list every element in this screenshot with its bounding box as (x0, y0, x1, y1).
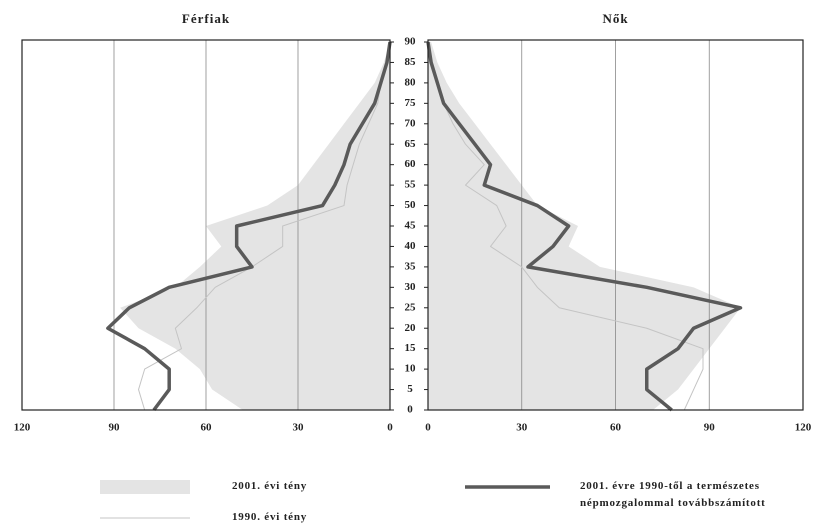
plot-frame (427, 39, 804, 411)
chart-title: Nők (602, 11, 628, 26)
line (426, 41, 743, 412)
x-tick-label: 0 (425, 422, 431, 434)
legend-swatch (100, 480, 190, 494)
x-tick-label: 90 (109, 422, 121, 434)
area (120, 42, 390, 410)
x-tick-label: 30 (293, 422, 305, 434)
x-tick-label: 120 (14, 422, 31, 434)
y-tick-label: 35 (405, 260, 417, 272)
y-tick-label: 15 (405, 342, 417, 354)
line (138, 41, 391, 411)
x-tick-label: 60 (201, 422, 213, 434)
y-tick-label: 0 (407, 404, 413, 416)
x-tick-label: 60 (610, 422, 622, 434)
legend-label: 2001. évre 1990-től a természetes népmoz… (580, 480, 766, 509)
x-tick-label: 90 (704, 422, 716, 434)
y-tick-label: 70 (405, 117, 417, 129)
y-tick-label: 55 (405, 179, 417, 191)
plot-frame (21, 39, 391, 411)
y-tick-label: 75 (405, 97, 417, 109)
chart-title: Férfiak (182, 11, 230, 26)
y-tick-label: 65 (405, 138, 417, 150)
y-tick-label: 25 (405, 301, 417, 313)
area (428, 42, 741, 410)
y-tick-label: 90 (405, 36, 417, 48)
x-tick-label: 30 (516, 422, 528, 434)
y-tick-label: 60 (405, 158, 417, 170)
y-tick-label: 85 (405, 56, 417, 68)
legend-label: 2001. évi tény (232, 480, 308, 492)
y-tick-label: 10 (405, 363, 417, 375)
y-tick-label: 5 (407, 383, 413, 395)
y-tick-label: 45 (405, 220, 417, 232)
y-tick-label: 80 (405, 76, 417, 88)
y-tick-label: 50 (405, 199, 417, 211)
legend-label: 1990. évi tény (232, 511, 308, 523)
x-tick-label: 120 (795, 422, 812, 434)
line (106, 41, 392, 412)
y-tick-label: 30 (405, 281, 417, 293)
y-tick-label: 20 (405, 322, 417, 334)
y-tick-label: 40 (405, 240, 417, 252)
x-tick-label: 0 (387, 422, 393, 434)
